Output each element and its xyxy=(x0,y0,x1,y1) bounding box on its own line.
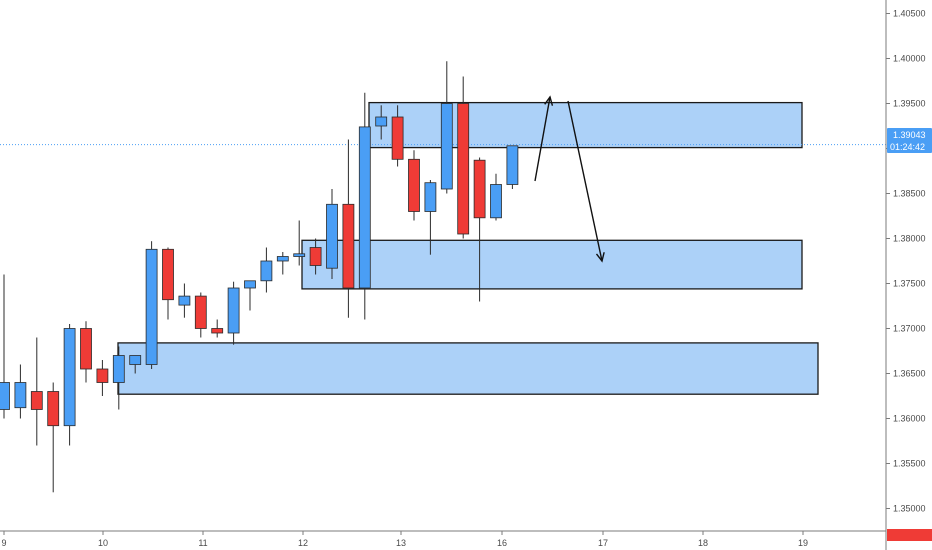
countdown-label: 01:24:42 xyxy=(890,142,925,152)
candle-body xyxy=(375,116,388,127)
upper-zone xyxy=(368,101,803,149)
current-price-badge: 1.39043 01:24:42 xyxy=(887,128,932,153)
candle-body xyxy=(424,182,437,212)
candle xyxy=(473,157,486,302)
candle-body xyxy=(0,382,10,410)
price-tick-label: 1.38000 xyxy=(893,234,926,244)
price-tick-label: 1.36000 xyxy=(893,414,926,424)
candle-body xyxy=(162,248,174,301)
candle-body xyxy=(47,391,60,427)
candle xyxy=(391,105,404,167)
time-tick-label: 12 xyxy=(298,538,308,548)
candle-body xyxy=(112,355,125,383)
candle-body xyxy=(194,295,207,329)
candle xyxy=(506,145,519,189)
up-arrow xyxy=(534,95,554,182)
candle xyxy=(244,280,256,311)
candle-body xyxy=(391,116,404,160)
candle-body xyxy=(211,328,224,334)
candle-body xyxy=(30,391,43,410)
candle-body xyxy=(227,287,240,334)
price-tick-label: 1.35000 xyxy=(893,504,926,514)
candle xyxy=(440,61,453,194)
candle-body xyxy=(276,256,289,262)
candle-body xyxy=(408,158,420,212)
price-tick-label: 1.36500 xyxy=(893,369,926,379)
candle xyxy=(326,189,338,279)
candle-body xyxy=(244,280,256,289)
candle xyxy=(129,355,142,374)
candle-body xyxy=(178,295,191,306)
time-tick-label: 18 xyxy=(698,538,708,548)
candle xyxy=(260,247,273,293)
candle xyxy=(47,382,60,493)
candle-body xyxy=(440,103,453,190)
time-tick-label: 13 xyxy=(396,538,406,548)
projection-arrows xyxy=(534,95,605,263)
candle xyxy=(490,173,502,221)
candle xyxy=(0,274,10,419)
candle xyxy=(375,105,388,140)
candle-body xyxy=(129,355,142,365)
candle xyxy=(227,281,240,345)
candle xyxy=(194,292,207,338)
price-tick-label: 1.35500 xyxy=(893,459,926,469)
candle-body xyxy=(490,184,502,219)
candle-body xyxy=(80,328,92,370)
candle xyxy=(178,283,191,318)
down-arrow xyxy=(567,100,605,263)
candle-body xyxy=(260,260,273,282)
candlesticks xyxy=(0,61,519,493)
candle xyxy=(424,180,437,255)
candle-body xyxy=(293,253,306,257)
offscreen-price-badge xyxy=(887,529,932,541)
candle xyxy=(30,337,43,446)
candle xyxy=(457,76,470,239)
candle-body xyxy=(358,126,371,289)
candle-body xyxy=(309,247,322,266)
candle-body xyxy=(506,145,519,185)
time-tick-label: 16 xyxy=(497,538,507,548)
time-tick-label: 11 xyxy=(198,538,207,548)
candle-body xyxy=(457,103,470,235)
candle-body xyxy=(473,159,486,219)
price-tick-label: 1.37500 xyxy=(893,279,926,289)
candle xyxy=(112,346,125,410)
candle xyxy=(80,321,92,383)
candle-body xyxy=(63,328,76,427)
price-tick-label: 1.40000 xyxy=(893,54,926,64)
candle xyxy=(408,150,420,221)
candle xyxy=(162,247,174,320)
candle-body xyxy=(326,203,338,269)
price-tick-label: 1.39500 xyxy=(893,99,926,109)
candle xyxy=(96,360,109,396)
time-tick-label: 10 xyxy=(98,538,108,548)
candle xyxy=(358,92,371,320)
candle xyxy=(293,220,306,266)
time-tick-label: 9 xyxy=(1,538,6,548)
candle-body xyxy=(342,203,355,289)
time-axis-ticks[interactable]: 9 10 11 12 13 16 17 18 19 xyxy=(1,531,808,548)
price-axis-ticks[interactable]: 1.35000 1.35500 1.36000 1.36500 1.37000 1.375… xyxy=(886,9,926,514)
candle xyxy=(14,364,27,419)
candle-body xyxy=(145,248,158,365)
price-tick-label: 1.37000 xyxy=(893,324,926,334)
candle-body xyxy=(96,368,109,383)
candle xyxy=(342,139,355,318)
candle xyxy=(145,241,158,369)
candle-body xyxy=(14,382,27,409)
time-tick-label: 17 xyxy=(598,538,608,548)
candle xyxy=(276,252,289,275)
supply-demand-zones xyxy=(117,101,819,395)
candle xyxy=(211,319,224,338)
candle xyxy=(63,324,76,446)
current-price-label: 1.39043 xyxy=(893,130,926,140)
middle-zone xyxy=(301,239,803,290)
price-tick-label: 1.40500 xyxy=(893,9,926,19)
candle xyxy=(309,238,322,275)
lower-zone xyxy=(117,342,819,395)
price-tick-label: 1.38500 xyxy=(893,189,926,199)
time-tick-label: 19 xyxy=(798,538,808,548)
